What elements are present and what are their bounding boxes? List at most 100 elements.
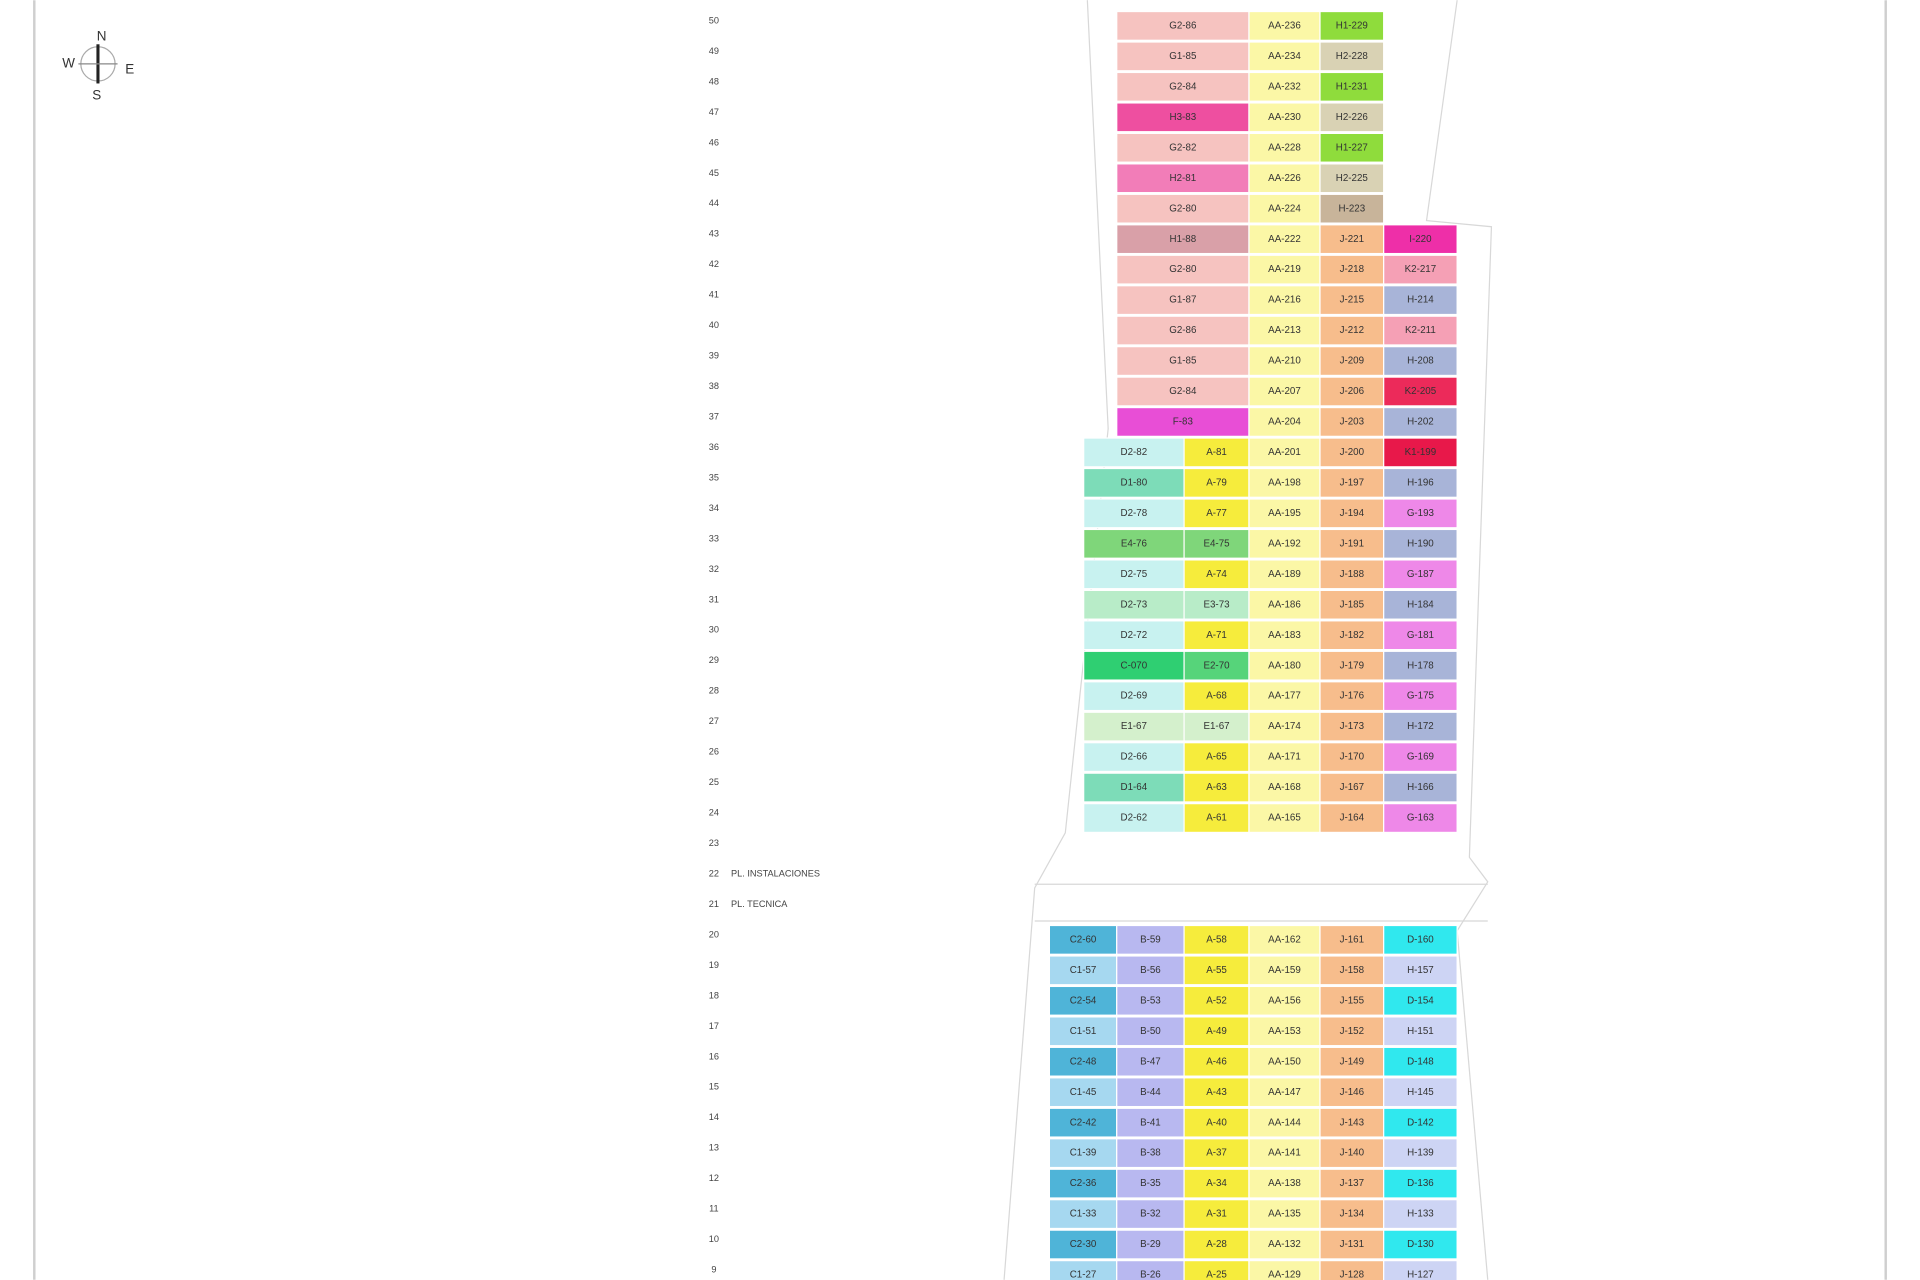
unit-label: J-203 bbox=[1340, 417, 1365, 428]
unit-cell bbox=[1248, 559, 1321, 590]
unit-cell bbox=[1383, 589, 1458, 620]
unit-cell bbox=[1319, 254, 1385, 285]
unit-cell bbox=[1383, 681, 1458, 712]
unit-cell bbox=[1319, 1168, 1385, 1199]
unit-label: A-68 bbox=[1206, 691, 1227, 702]
unit-label: A-74 bbox=[1206, 569, 1227, 580]
unit-cell bbox=[1248, 620, 1321, 651]
floor-label: 13 bbox=[709, 1143, 719, 1153]
unit-label: J-128 bbox=[1340, 1270, 1365, 1280]
unit-cell bbox=[1048, 1107, 1118, 1138]
unit-cell bbox=[1248, 163, 1321, 194]
compass-s: S bbox=[92, 87, 101, 102]
unit-label: D-142 bbox=[1407, 1117, 1434, 1128]
unit-label: E1-67 bbox=[1203, 721, 1229, 732]
unit-cell bbox=[1383, 254, 1458, 285]
unit-label: J-212 bbox=[1340, 325, 1364, 336]
unit-label: AA-198 bbox=[1268, 477, 1301, 488]
unit-cell bbox=[1319, 315, 1385, 346]
unit-label: AA-162 bbox=[1268, 934, 1301, 945]
unit-cell bbox=[1083, 772, 1185, 803]
unit-cell bbox=[1183, 620, 1250, 651]
unit-cell bbox=[1116, 1077, 1185, 1108]
floor-label: 35 bbox=[709, 472, 719, 482]
floor-label: 31 bbox=[709, 594, 719, 604]
unit-label: H-157 bbox=[1407, 965, 1434, 976]
unit-cell bbox=[1116, 1107, 1185, 1138]
unit-label: AA-135 bbox=[1268, 1209, 1301, 1220]
unit-cell bbox=[1319, 132, 1385, 163]
unit-label: AA-183 bbox=[1268, 630, 1301, 641]
unit-cell bbox=[1116, 406, 1250, 437]
floor-label: 48 bbox=[709, 76, 719, 86]
unit-cell bbox=[1048, 1168, 1118, 1199]
unit-label: J-143 bbox=[1340, 1117, 1365, 1128]
unit-label: J-221 bbox=[1340, 234, 1364, 245]
unit-cell bbox=[1319, 1077, 1385, 1108]
floor-label: 40 bbox=[709, 320, 719, 330]
unit-label: A-55 bbox=[1206, 965, 1227, 976]
unit-label: B-44 bbox=[1140, 1087, 1161, 1098]
unit-cell bbox=[1248, 467, 1321, 498]
unit-cell bbox=[1383, 467, 1458, 498]
unit-label: C1-57 bbox=[1070, 965, 1097, 976]
unit-label: A-52 bbox=[1206, 995, 1227, 1006]
floor-label: 47 bbox=[709, 107, 719, 117]
unit-cell bbox=[1319, 559, 1385, 590]
unit-cell bbox=[1183, 1168, 1250, 1199]
unit-label: C-070 bbox=[1121, 660, 1148, 671]
floor-label: 49 bbox=[709, 46, 719, 56]
unit-cell bbox=[1183, 1046, 1250, 1077]
unit-cell bbox=[1248, 71, 1321, 102]
unit-cell bbox=[1319, 924, 1385, 955]
unit-cell bbox=[1319, 163, 1385, 194]
unit-label: AA-165 bbox=[1268, 813, 1301, 824]
unit-cell bbox=[1183, 1016, 1250, 1047]
unit-label: A-58 bbox=[1206, 934, 1227, 945]
unit-cell bbox=[1248, 224, 1321, 255]
unit-label: AA-156 bbox=[1268, 995, 1301, 1006]
unit-label: H-202 bbox=[1407, 417, 1434, 428]
unit-label: B-26 bbox=[1140, 1270, 1161, 1280]
unit-label: C2-30 bbox=[1070, 1239, 1097, 1250]
unit-cell bbox=[1319, 437, 1385, 468]
unit-cell bbox=[1248, 924, 1321, 955]
unit-cell bbox=[1183, 498, 1250, 529]
unit-label: G1-87 bbox=[1169, 295, 1196, 306]
unit-cell bbox=[1319, 285, 1385, 316]
unit-label: I-220 bbox=[1409, 234, 1432, 245]
unit-cell bbox=[1248, 711, 1321, 742]
unit-cell bbox=[1319, 1199, 1385, 1230]
unit-cell bbox=[1383, 985, 1458, 1016]
floor-label: 17 bbox=[709, 1021, 719, 1031]
unit-cell bbox=[1183, 681, 1250, 712]
unit-label: H-172 bbox=[1407, 721, 1434, 732]
compass-w: W bbox=[62, 55, 75, 70]
unit-cell bbox=[1319, 528, 1385, 559]
unit-cell bbox=[1183, 650, 1250, 681]
unit-label: D2-75 bbox=[1121, 569, 1148, 580]
unit-label: A-49 bbox=[1206, 1026, 1227, 1037]
unit-label: J-176 bbox=[1340, 691, 1365, 702]
unit-cell bbox=[1183, 924, 1250, 955]
unit-label: AA-230 bbox=[1268, 112, 1301, 123]
unit-label: A-31 bbox=[1206, 1209, 1227, 1220]
unit-cell bbox=[1383, 559, 1458, 590]
unit-label: H1-88 bbox=[1170, 234, 1197, 245]
unit-cell bbox=[1116, 985, 1185, 1016]
unit-cell bbox=[1083, 437, 1185, 468]
unit-label: D2-69 bbox=[1121, 691, 1148, 702]
unit-label: AA-168 bbox=[1268, 782, 1301, 793]
unit-label: A-77 bbox=[1206, 508, 1227, 519]
unit-cell bbox=[1319, 1138, 1385, 1169]
unit-label: J-185 bbox=[1340, 599, 1365, 610]
unit-cell bbox=[1048, 1229, 1118, 1260]
unit-cell bbox=[1116, 376, 1250, 407]
unit-cell bbox=[1319, 681, 1385, 712]
unit-label: B-35 bbox=[1140, 1178, 1161, 1189]
unit-cell bbox=[1248, 589, 1321, 620]
unit-label: H1-229 bbox=[1336, 21, 1368, 32]
unit-cell bbox=[1248, 650, 1321, 681]
unit-label: AA-144 bbox=[1268, 1117, 1301, 1128]
unit-cell bbox=[1116, 193, 1250, 224]
